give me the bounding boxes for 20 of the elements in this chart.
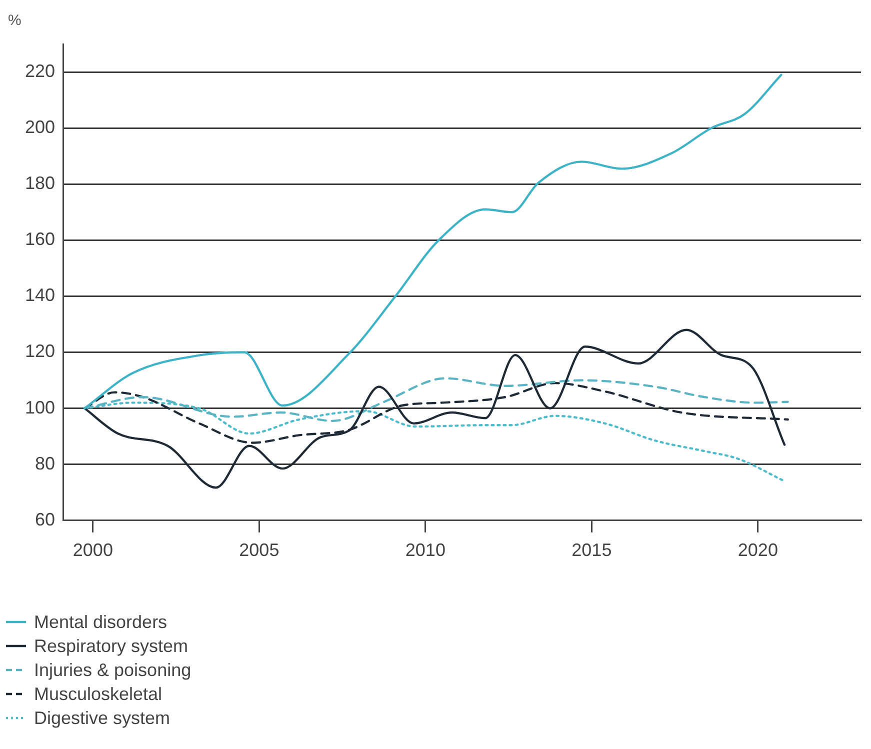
x-tick-label: 2020 <box>738 540 778 560</box>
y-tick-label: 100 <box>24 397 55 418</box>
legend-label: Mental disorders <box>34 611 168 634</box>
y-axis-title: % <box>8 12 22 29</box>
legend-label: Digestive system <box>34 707 170 730</box>
x-tick-label: 2010 <box>405 540 446 560</box>
legend-label: Musculoskeletal <box>34 683 162 706</box>
y-tick-label: 180 <box>24 173 55 194</box>
x-tick-label: 2005 <box>239 540 280 560</box>
y-tick-label: 200 <box>24 117 55 138</box>
y-tick-label: 60 <box>34 509 55 530</box>
legend-label: Respiratory system <box>34 635 188 658</box>
legend-label: Injuries & poisoning <box>34 659 192 682</box>
y-tick-label: 80 <box>34 453 55 474</box>
y-tick-label: 140 <box>24 285 55 306</box>
x-tick-label: 2015 <box>572 540 612 560</box>
x-tick-label: 2000 <box>72 540 113 560</box>
y-tick-label: 220 <box>24 60 55 81</box>
y-tick-label: 160 <box>24 229 55 250</box>
y-tick-label: 120 <box>24 341 55 362</box>
